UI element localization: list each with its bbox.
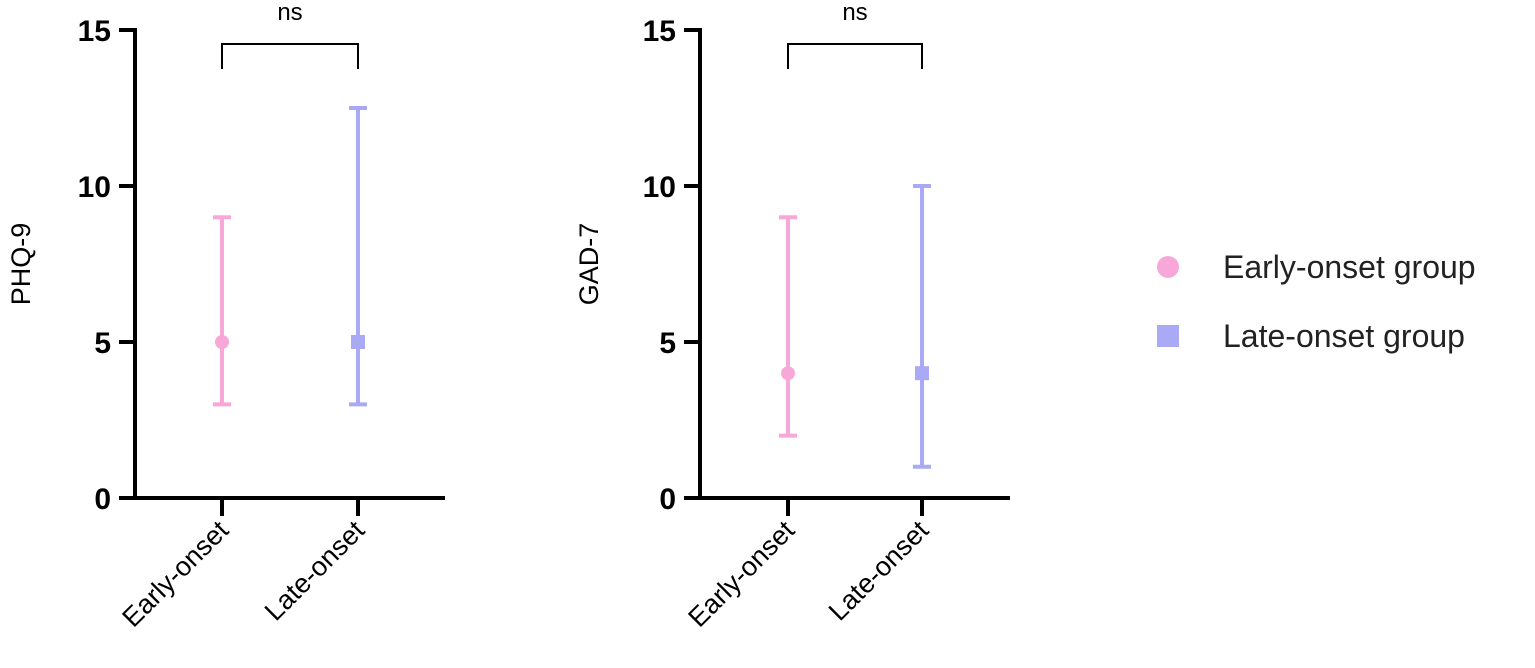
y-tick-label-5: 5 xyxy=(659,327,676,360)
significance-bracket xyxy=(221,43,359,69)
y-tick-label-0: 0 xyxy=(659,483,676,516)
y-tick-label-15: 15 xyxy=(643,15,676,48)
x-tick-label-late-onset: Late-onset xyxy=(259,515,371,627)
median-point-1 xyxy=(351,335,365,349)
median-point-0 xyxy=(215,335,229,349)
y-tick-label-5: 5 xyxy=(94,327,111,360)
y-axis-label: PHQ-9 xyxy=(6,223,36,306)
x-tick-label-late-onset: Late-onset xyxy=(823,515,935,627)
y-axis-label: GAD-7 xyxy=(574,223,604,306)
legend: Early-onset group Late-onset group xyxy=(1157,249,1476,354)
chart-panel-left: 0 5 10 15 PHQ-9 Early-onset Late-onset ns xyxy=(6,0,445,633)
chart-panel-right: 0 5 10 15 GAD-7 Early-onset Late-onset ns xyxy=(574,0,1010,633)
legend-label-0: Early-onset group xyxy=(1223,249,1476,285)
legend-marker-1 xyxy=(1157,325,1179,347)
legend-marker-0 xyxy=(1157,256,1179,278)
legend-label-1: Late-onset group xyxy=(1223,318,1465,354)
significance-label: ns xyxy=(842,0,867,26)
significance-bracket xyxy=(787,43,923,69)
y-tick-label-10: 10 xyxy=(643,171,676,204)
significance-label: ns xyxy=(277,0,302,26)
y-tick-label-0: 0 xyxy=(94,483,111,516)
median-point-1 xyxy=(915,366,929,381)
median-point-0 xyxy=(781,366,795,381)
x-tick-label-early-onset: Early-onset xyxy=(682,515,800,633)
x-tick-label-early-onset: Early-onset xyxy=(116,515,234,633)
y-tick-label-15: 15 xyxy=(78,15,111,48)
y-tick-label-10: 10 xyxy=(78,171,111,204)
